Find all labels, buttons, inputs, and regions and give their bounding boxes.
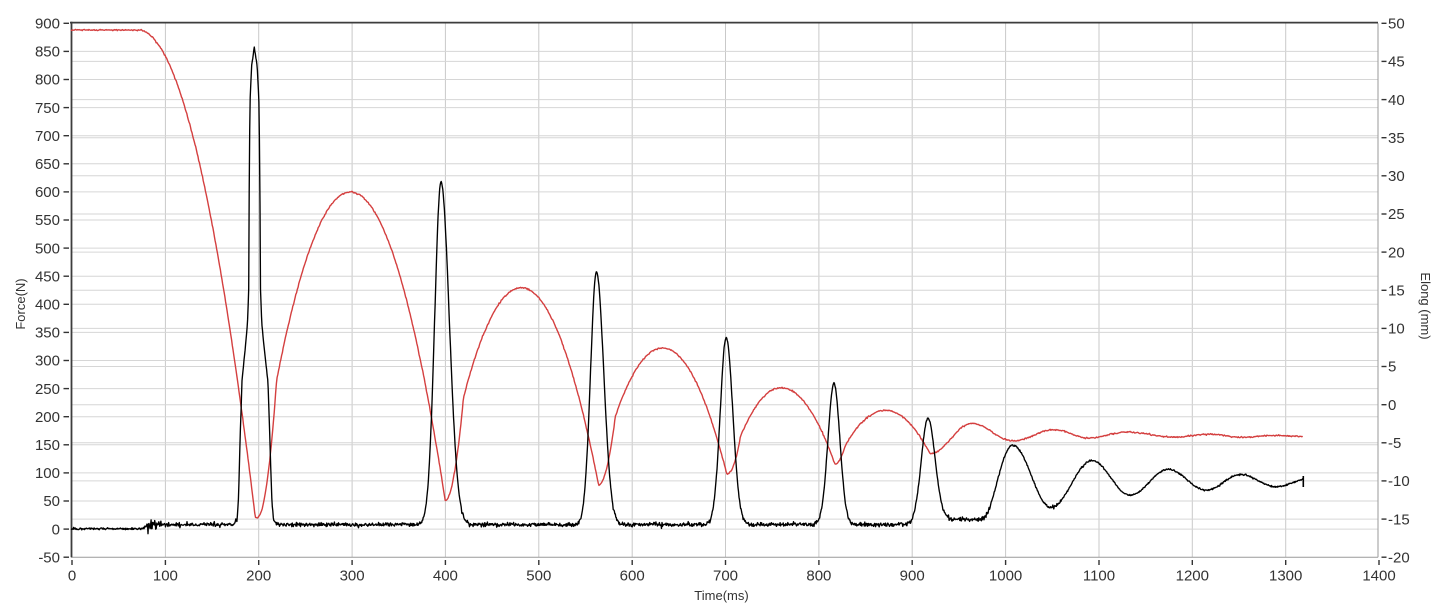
svg-text:-50: -50 (38, 549, 60, 566)
svg-text:50: 50 (43, 493, 60, 510)
svg-text:15: 15 (1388, 283, 1405, 300)
svg-text:850: 850 (35, 44, 60, 61)
svg-text:200: 200 (246, 568, 271, 585)
svg-text:1200: 1200 (1176, 568, 1209, 585)
svg-text:1400: 1400 (1362, 568, 1395, 585)
svg-text:300: 300 (340, 568, 365, 585)
svg-text:100: 100 (153, 568, 178, 585)
svg-text:1000: 1000 (989, 568, 1022, 585)
svg-text:700: 700 (713, 568, 738, 585)
svg-text:400: 400 (35, 297, 60, 314)
svg-text:250: 250 (35, 381, 60, 398)
svg-text:30: 30 (1388, 168, 1405, 185)
svg-text:-15: -15 (1388, 511, 1410, 528)
svg-text:40: 40 (1388, 92, 1405, 109)
svg-text:100: 100 (35, 465, 60, 482)
svg-text:900: 900 (900, 568, 925, 585)
svg-text:800: 800 (35, 72, 60, 89)
svg-text:50: 50 (1388, 16, 1405, 33)
svg-text:600: 600 (620, 568, 645, 585)
svg-text:400: 400 (433, 568, 458, 585)
svg-text:1300: 1300 (1269, 568, 1302, 585)
svg-text:0: 0 (1388, 397, 1396, 414)
svg-text:450: 450 (35, 268, 60, 285)
svg-text:10: 10 (1388, 321, 1405, 338)
svg-text:350: 350 (35, 325, 60, 342)
svg-text:20: 20 (1388, 244, 1405, 261)
svg-text:200: 200 (35, 409, 60, 426)
svg-text:600: 600 (35, 184, 60, 201)
svg-text:35: 35 (1388, 130, 1405, 147)
svg-text:300: 300 (35, 353, 60, 370)
svg-text:Time(ms): Time(ms) (694, 588, 748, 603)
svg-text:500: 500 (35, 240, 60, 257)
svg-text:0: 0 (52, 521, 60, 538)
svg-text:500: 500 (526, 568, 551, 585)
svg-text:Elong (mm): Elong (mm) (1418, 272, 1433, 339)
svg-text:-5: -5 (1388, 435, 1401, 452)
svg-text:0: 0 (68, 568, 76, 585)
svg-text:-20: -20 (1388, 549, 1410, 566)
svg-text:150: 150 (35, 437, 60, 454)
svg-text:900: 900 (35, 16, 60, 33)
svg-text:750: 750 (35, 100, 60, 117)
svg-text:700: 700 (35, 128, 60, 145)
svg-text:800: 800 (806, 568, 831, 585)
svg-text:5: 5 (1388, 359, 1396, 376)
svg-text:Force(N): Force(N) (13, 278, 28, 329)
svg-text:25: 25 (1388, 206, 1405, 223)
svg-text:650: 650 (35, 156, 60, 173)
svg-text:550: 550 (35, 212, 60, 229)
svg-text:-10: -10 (1388, 473, 1410, 490)
svg-text:1100: 1100 (1083, 568, 1115, 585)
svg-text:45: 45 (1388, 54, 1405, 71)
